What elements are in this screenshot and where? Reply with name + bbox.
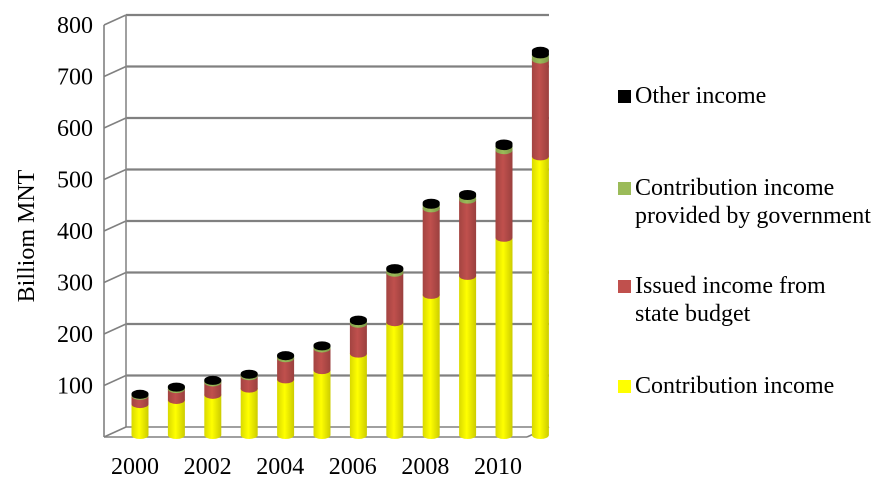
bar-segment (422, 198, 440, 209)
legend-label: Other income (635, 83, 767, 109)
gridline-side (103, 323, 127, 335)
gridline-side (103, 14, 127, 26)
bar-segment (386, 268, 404, 327)
bar-segment (422, 204, 440, 299)
bars (131, 46, 549, 439)
legend-item-issued-income: Issued income from state budget (618, 272, 881, 328)
x-tick-label: 2008 (401, 454, 449, 480)
legend-label: Contribution income (635, 373, 835, 399)
bar-segment (386, 318, 404, 439)
bar-segment (240, 384, 258, 439)
bar-segment (313, 341, 331, 351)
bar-segment (204, 375, 222, 385)
y-tick-label: 400 (57, 219, 93, 245)
x-tick-label: 2006 (329, 454, 377, 480)
legend-label: Contribution income provided by governme… (635, 175, 871, 229)
gridline-side (103, 117, 127, 129)
floor-left (103, 426, 127, 438)
bar-segment (240, 369, 258, 379)
gridline-side (103, 374, 127, 387)
bar-segment (386, 264, 404, 274)
bar-segment (277, 351, 295, 361)
gridline-side (103, 168, 127, 181)
bar-segment (313, 366, 331, 439)
gridlines (103, 13, 549, 387)
legend-label: Issued income from state budget (635, 273, 826, 327)
gridline-side (103, 65, 127, 78)
bar-segment (277, 375, 295, 439)
bar-segment (167, 382, 185, 392)
x-tick-label: 2010 (474, 454, 522, 480)
legend-swatch (618, 182, 631, 195)
y-tick-label: 500 (57, 168, 93, 194)
y-axis-label: Billiom MNT (14, 169, 40, 302)
y-tick-label: 700 (57, 65, 93, 91)
gridline-side (103, 220, 127, 232)
bar-segment (495, 233, 513, 439)
legend-swatch (618, 90, 631, 103)
bar-segment (459, 195, 477, 280)
gridline-side (103, 271, 127, 284)
y-tick-label: 300 (57, 271, 93, 297)
bar-segment (349, 315, 367, 326)
y-tick-label: 200 (57, 322, 93, 348)
legend-swatch (618, 380, 631, 393)
x-tick-label: 2004 (256, 454, 304, 480)
x-tick-label: 2002 (184, 454, 232, 480)
bar-segment (459, 189, 477, 201)
bar-segment (495, 146, 513, 242)
bar-segment (131, 389, 149, 399)
bar-segment (459, 271, 477, 439)
bar-segment (349, 349, 367, 439)
bar-segment (495, 139, 513, 151)
legend-item-contribution-provided-by-government: Contribution income provided by governme… (618, 174, 881, 230)
y-tick-label: 100 (57, 374, 93, 400)
legend-item-other-income: Other income (618, 82, 766, 110)
y-tick-label: 800 (57, 13, 93, 39)
bar-segment (531, 55, 549, 161)
bar-segment (531, 152, 549, 439)
x-tick-labels: 2000 2002 2004 2006 2008 2010 (111, 454, 522, 480)
legend-swatch (618, 280, 631, 293)
bar-segment (531, 46, 549, 59)
bar-segment (422, 290, 440, 439)
x-tick-label: 2000 (111, 454, 159, 480)
y-tick-label: 600 (57, 116, 93, 142)
legend-item-contribution-income: Contribution income (618, 372, 834, 400)
y-tick-labels: 100 200 300 400 500 600 700 800 (57, 13, 93, 400)
